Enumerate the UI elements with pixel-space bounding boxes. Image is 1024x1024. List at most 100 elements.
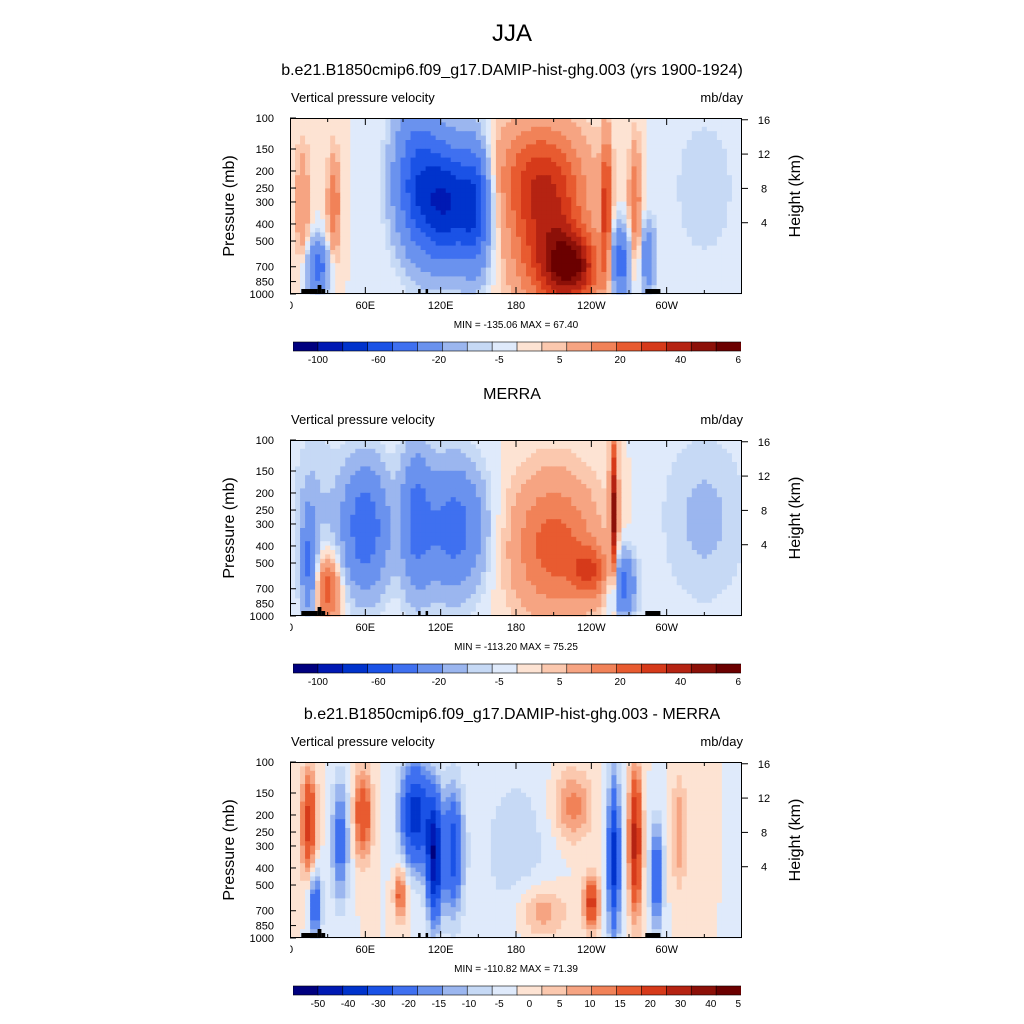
contour-cell: [521, 157, 527, 163]
contour-cell: [450, 214, 457, 220]
contour-cell: [576, 479, 582, 485]
contour-cell: [445, 192, 452, 198]
contour-cell: [546, 210, 552, 216]
contour-cell: [526, 184, 532, 189]
contour-cell: [385, 475, 391, 480]
contour-cell: [556, 236, 562, 242]
contour-cell: [551, 170, 557, 176]
contour-cell: [611, 170, 617, 176]
contour-cell: [616, 219, 622, 224]
contour-cell: [510, 484, 517, 489]
contour-cell: [465, 153, 472, 158]
contour-cell: [495, 448, 502, 454]
contour-cell: [310, 440, 316, 445]
contour-cell: [475, 280, 482, 286]
contour-cell: [330, 241, 336, 246]
contour-cell: [400, 197, 406, 202]
contour-cell: [671, 497, 678, 502]
contour-cell: [370, 179, 376, 185]
contour-cell: [596, 206, 602, 211]
contour-cell: [460, 166, 467, 172]
contour-cell: [395, 462, 401, 467]
contour-cell: [335, 289, 341, 295]
contour-cell: [601, 236, 607, 242]
contour-cell: [731, 475, 738, 480]
contour-cell: [420, 184, 426, 189]
contour-cell: [641, 276, 647, 282]
contour-cell: [631, 457, 637, 463]
contour-cell: [731, 166, 738, 172]
contour-cell: [731, 135, 738, 141]
contour-cell: [400, 192, 406, 198]
contour-cell: [561, 488, 567, 494]
contour-cell: [556, 214, 562, 220]
contour-cell: [505, 250, 512, 255]
contour-cell: [626, 166, 632, 172]
contour-cell: [526, 470, 532, 476]
contour-cell: [310, 497, 316, 502]
contour-cell: [295, 126, 301, 132]
contour-cell: [295, 470, 301, 476]
contour-cell: [586, 457, 592, 463]
contour-cell: [415, 126, 421, 132]
contour-cell: [365, 497, 371, 502]
contour-cell: [415, 140, 421, 145]
contour-cell: [405, 192, 411, 198]
contour-cell: [445, 122, 452, 128]
contour-cell: [626, 179, 632, 185]
contour-cell: [425, 258, 432, 264]
contour-cell: [696, 162, 703, 167]
contour-cell: [400, 462, 406, 467]
contour-cell: [300, 153, 306, 158]
contour-cell: [606, 475, 612, 480]
contour-cell: [696, 135, 703, 141]
contour-cell: [290, 466, 296, 472]
contour-cell: [340, 144, 346, 150]
contour-cell: [450, 118, 457, 123]
contour-cell: [500, 170, 507, 176]
contour-cell: [370, 440, 376, 445]
contour-cell: [626, 210, 632, 216]
contour-cell: [626, 470, 632, 476]
contour-cell: [330, 175, 336, 180]
contour-cell: [375, 497, 381, 502]
contour-cell: [676, 148, 683, 154]
colorbar-swatch: [641, 341, 667, 352]
colorbar-label: 5: [557, 355, 563, 366]
contour-cell: [415, 276, 421, 282]
contour-cell: [616, 484, 622, 489]
contour-cell: [661, 289, 668, 295]
contour-cell: [410, 170, 416, 176]
contour-cell: [611, 479, 617, 485]
contour-cell: [656, 153, 663, 158]
contour-cell: [721, 135, 728, 141]
contour-cell: [490, 118, 497, 123]
contour-cell: [300, 192, 306, 198]
contour-cell: [480, 245, 487, 251]
contour-cell: [636, 157, 642, 163]
contour-cell: [541, 144, 547, 150]
contour-cell: [410, 214, 416, 220]
contour-cell: [721, 236, 728, 242]
contour-cell: [455, 254, 462, 260]
contour-cell: [671, 475, 678, 480]
contour-cell: [636, 492, 642, 498]
contour-cell: [420, 210, 426, 216]
contour-cell: [375, 444, 381, 450]
contour-cell: [425, 453, 432, 458]
contour-cell: [435, 457, 442, 463]
contour-cell: [375, 272, 381, 277]
contour-cell: [661, 241, 668, 246]
contour-cell: [345, 501, 351, 507]
contour-cell: [310, 236, 316, 242]
contour-cell: [360, 241, 366, 246]
contour-cell: [626, 135, 632, 141]
contour-cell: [736, 272, 742, 277]
contour-cell: [726, 475, 733, 480]
contour-cell: [480, 497, 487, 502]
contour-cell: [300, 484, 306, 489]
contour-cell: [716, 440, 723, 445]
contour-cell: [490, 453, 497, 458]
contour-cell: [370, 258, 376, 264]
contour-cell: [405, 223, 411, 229]
